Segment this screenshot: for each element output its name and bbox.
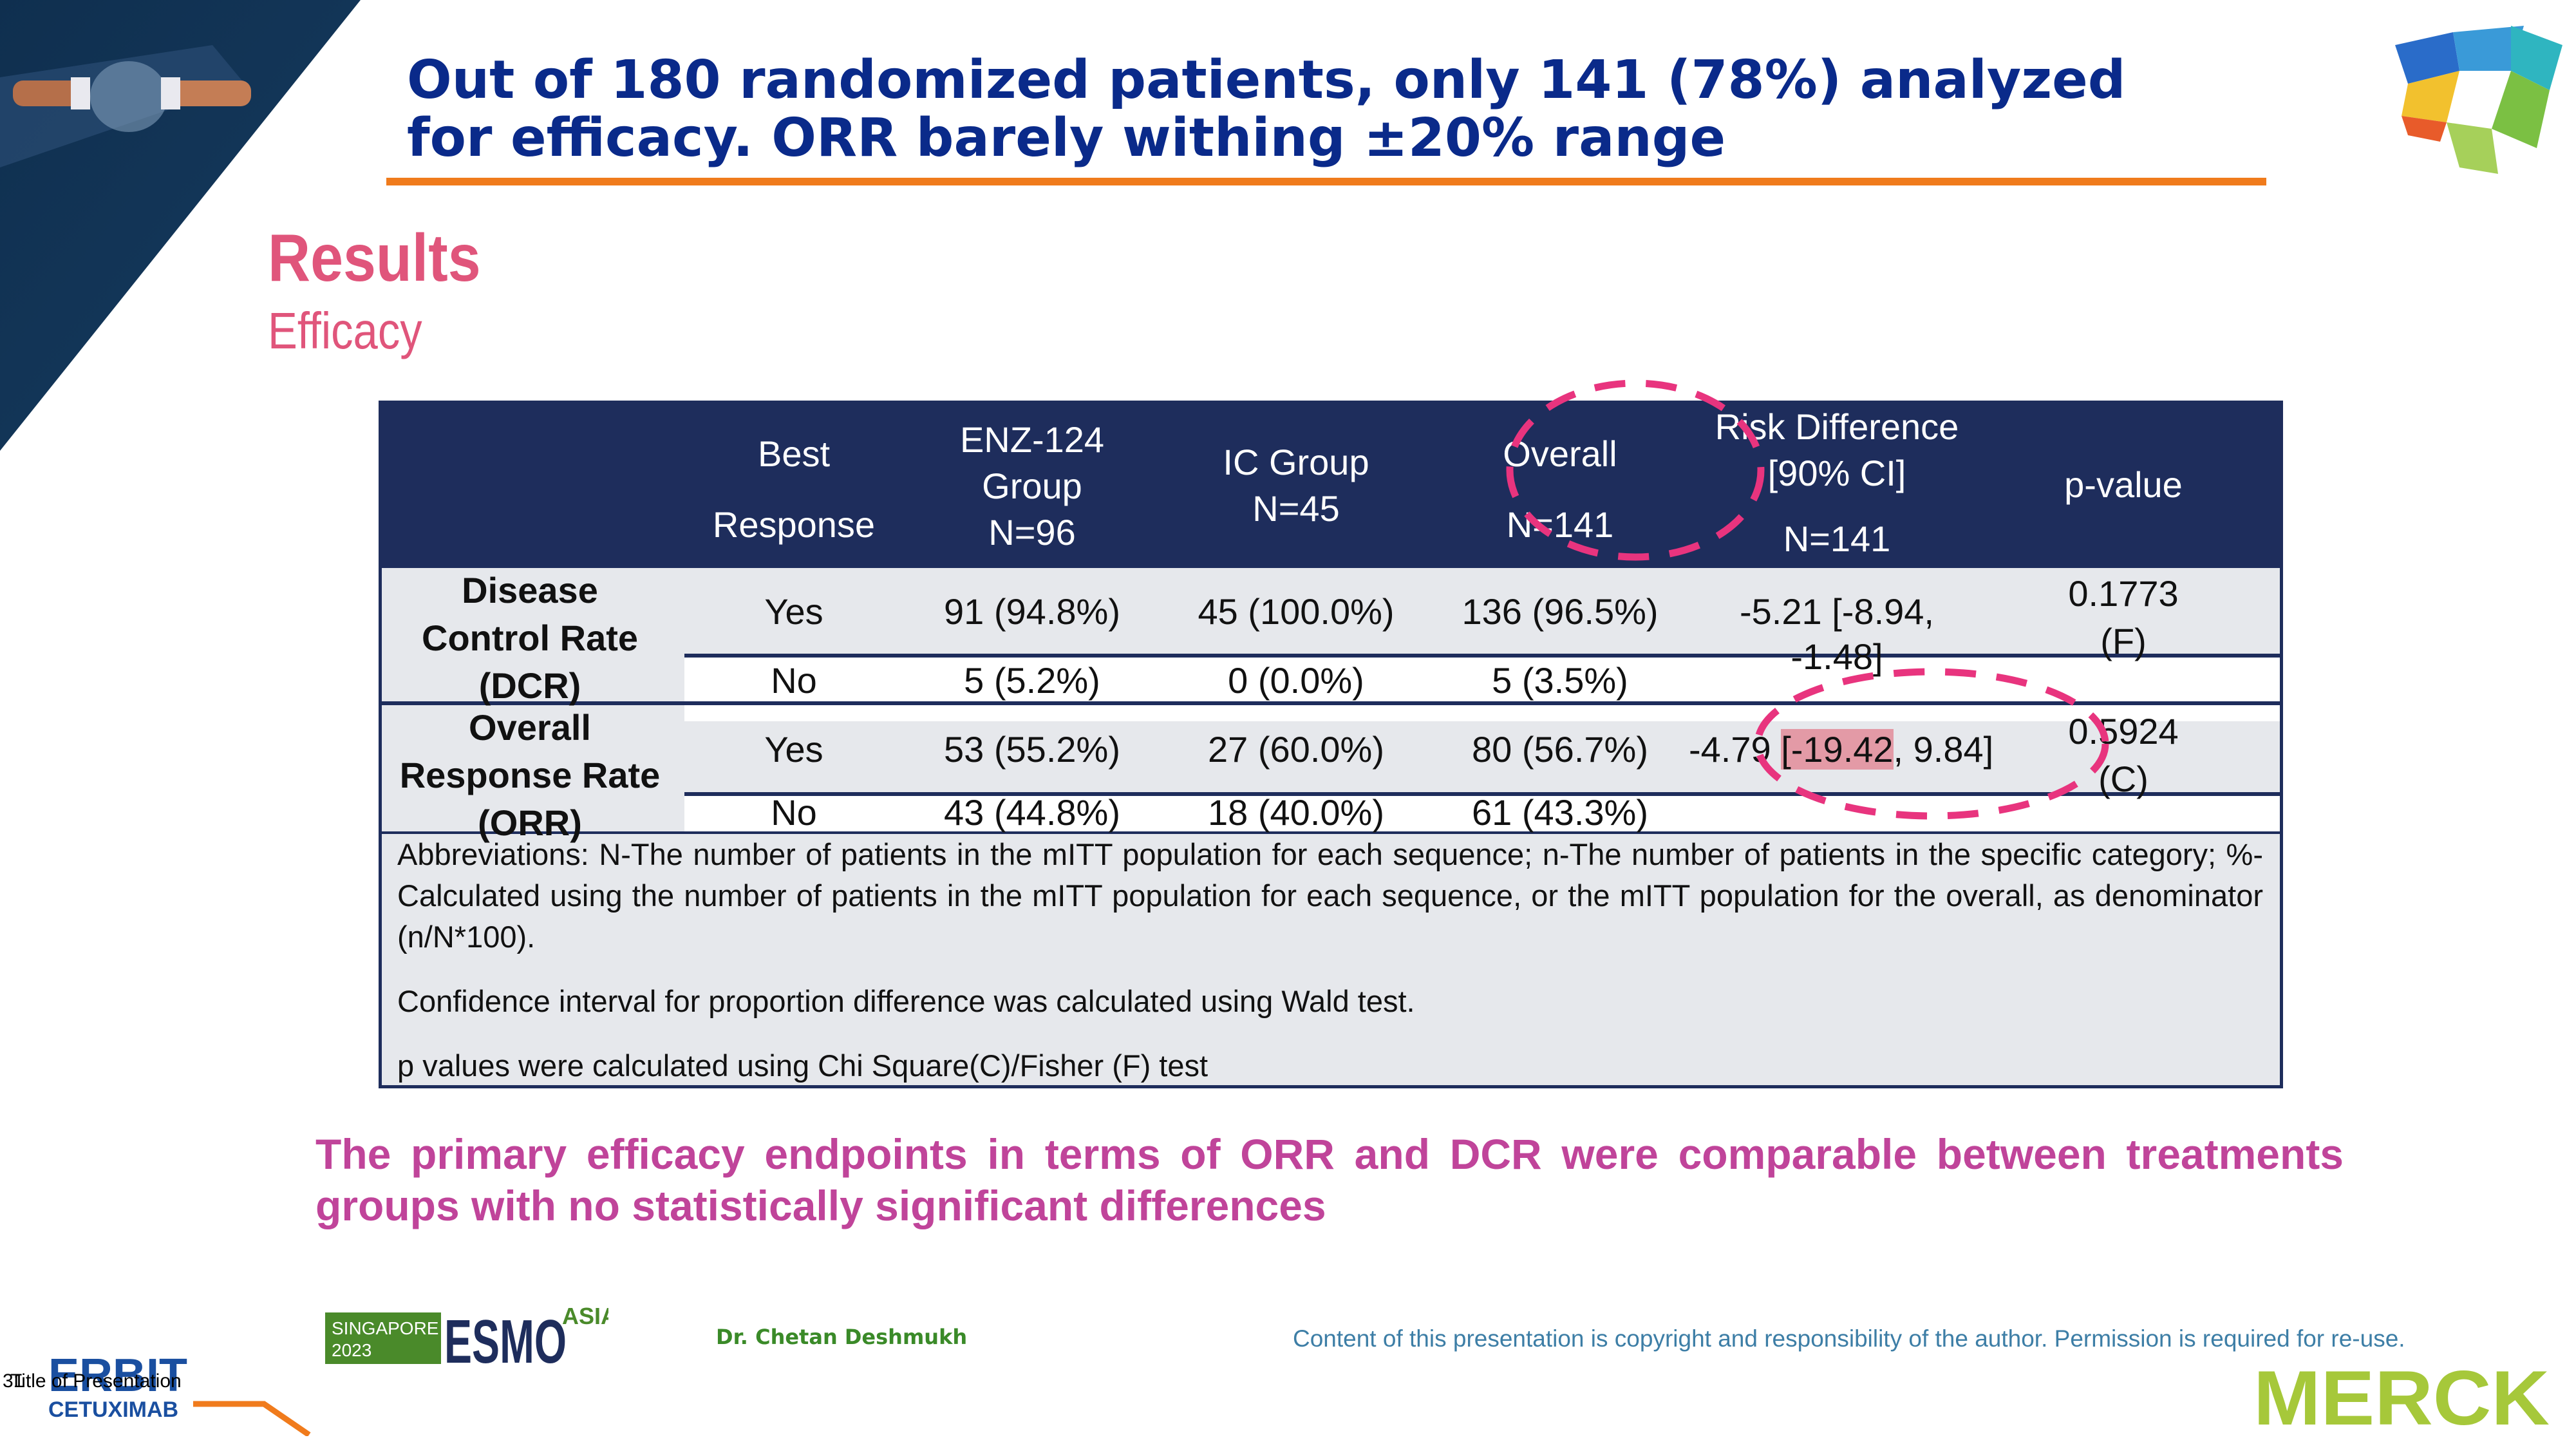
esmo-region: ASIA	[562, 1303, 608, 1329]
header-text: Overall	[1503, 433, 1617, 474]
pvalue-text: (C)	[2098, 759, 2148, 799]
title-line-2: for efficacy. ORR barely withing ±20% ra…	[407, 108, 1726, 169]
row-label-text: (DCR)	[478, 665, 581, 706]
header-overall: Overall N=141	[1431, 431, 1689, 548]
dcr-label: Disease Control Rate (DCR)	[382, 567, 678, 710]
esmo-name: ESMO	[444, 1307, 567, 1365]
section-subtitle: Efficacy	[268, 302, 422, 359]
row-label-text: Control Rate	[422, 618, 638, 658]
risk-lower-bound-highlight: [-19.42	[1781, 729, 1894, 770]
speaker-name: Dr. Chetan Deshmukh	[716, 1325, 968, 1349]
pvalue-text: 0.1773	[2068, 573, 2179, 614]
row-label-text: Disease	[462, 570, 598, 611]
header-enz: ENZ-124 Group N=96	[910, 417, 1154, 556]
row-divider	[382, 831, 2280, 834]
table-footnotes: Abbreviations: N-The number of patients …	[397, 834, 2263, 1110]
orr-yes-overall: 80 (56.7%)	[1472, 729, 1648, 770]
header-text: N=141	[1506, 504, 1614, 545]
conclusion-text: The primary efficacy endpoints in terms …	[315, 1130, 2344, 1229]
orr-label: Overall Response Rate (ORR)	[382, 704, 678, 847]
copyright-notice: Content of this presentation is copyrigh…	[1293, 1325, 2405, 1352]
risk-point-estimate: -4.79	[1689, 729, 1782, 770]
dcr-yes-enz: 91 (94.8%)	[944, 591, 1120, 632]
dcr-no-enz: 5 (5.2%)	[964, 660, 1100, 701]
footnote-abbreviations: Abbreviations: N-The number of patients …	[397, 837, 2263, 954]
row-label-text: Response Rate	[399, 755, 661, 795]
dcr-no-overall: 5 (3.5%)	[1492, 660, 1628, 701]
header-text: Group	[982, 466, 1082, 506]
esmo-asia-logo: SINGAPORE 2023 ESMO ASIA	[325, 1303, 608, 1365]
slide-title: Out of 180 randomized patients, only 141…	[407, 52, 2274, 167]
header-text: N=45	[1252, 488, 1340, 529]
orr-yes-response: Yes	[764, 729, 823, 770]
erbit-logo: ERBIT CETUXIMAB	[48, 1352, 311, 1436]
dcr-risk-difference: -5.21 [-8.94, -1.48]	[1740, 591, 1934, 677]
merck-logo: MERCK	[2253, 1365, 2550, 1430]
brand-subtitle: CETUXIMAB	[48, 1397, 178, 1422]
header-best-response: Best Response	[684, 431, 903, 548]
risk-upper-bound: , 9.84]	[1893, 729, 1994, 770]
row-label-text: Overall	[469, 707, 591, 748]
dcr-no-row-bg	[684, 657, 2280, 721]
header-ic: IC Group N=45	[1174, 439, 1418, 532]
title-line-1: Out of 180 randomized patients, only 141…	[407, 50, 2126, 111]
header-pvalue: p-value	[2064, 464, 2183, 505]
pvalue-text: 0.5924	[2068, 711, 2179, 752]
orr-yes-ic: 27 (60.0%)	[1208, 729, 1384, 770]
esmo-year: 2023	[332, 1340, 371, 1360]
header-text: N=96	[988, 512, 1076, 553]
table-header: Best Response ENZ-124 Group N=96 IC Grou…	[382, 404, 2280, 568]
efficacy-table: Best Response ENZ-124 Group N=96 IC Grou…	[379, 401, 2283, 1088]
header-text: IC Group	[1223, 442, 1369, 482]
title-underline	[386, 178, 2266, 185]
dcr-yes-response: Yes	[764, 591, 823, 632]
orr-pvalue: 0.5924 (C)	[1985, 708, 2262, 803]
footnote-pvalues: p values were calculated using Chi Squar…	[397, 1048, 1208, 1083]
header-text: ENZ-124	[959, 419, 1105, 460]
row-divider	[684, 654, 2280, 658]
slide-number: 31	[3, 1370, 24, 1392]
orr-risk-difference: -4.79 [-19.42, 9.84]	[1689, 727, 1993, 772]
header-risk-difference: Risk Difference [90% CI] N=141	[1689, 404, 1985, 562]
pvalue-text: (F)	[2100, 621, 2147, 661]
orr-no-enz: 43 (44.8%)	[944, 792, 1120, 833]
orr-ci-highlight-ellipse	[1754, 668, 2109, 820]
row-divider	[684, 792, 2280, 796]
corner-decoration	[0, 0, 361, 451]
orr-no-overall: 61 (43.3%)	[1472, 792, 1648, 833]
dcr-no-ic: 0 (0.0%)	[1228, 660, 1364, 701]
presentation-title: Title of Presentation	[10, 1370, 182, 1392]
header-text: Best	[757, 433, 831, 474]
dcr-pvalue: 0.1773 (F)	[1985, 570, 2262, 665]
dcr-yes-overall: 136 (96.5%)	[1462, 591, 1659, 632]
row-label-text: (ORR)	[478, 802, 582, 843]
section-title: Results	[268, 221, 481, 296]
footnote-ci: Confidence interval for proportion diffe…	[397, 984, 1415, 1018]
overall-highlight-ellipse	[1506, 379, 1765, 561]
orr-no-ic: 18 (40.0%)	[1208, 792, 1384, 833]
brand-name: ERBIT	[48, 1352, 187, 1401]
row-divider	[382, 701, 2280, 705]
esmo-city: SINGAPORE	[332, 1318, 438, 1338]
conference-logo	[2395, 26, 2562, 174]
orr-no-response: No	[771, 792, 817, 833]
orr-yes-enz: 53 (55.2%)	[944, 729, 1120, 770]
header-text: [90% CI]	[1767, 453, 1906, 493]
header-text: N=141	[1783, 518, 1891, 559]
dcr-no-response: No	[771, 660, 817, 701]
orr-no-row-bg	[684, 795, 2280, 833]
header-text: Response	[712, 504, 876, 545]
merck-wordmark: MERCK	[2253, 1365, 2550, 1430]
dcr-yes-ic: 45 (100.0%)	[1198, 591, 1395, 632]
